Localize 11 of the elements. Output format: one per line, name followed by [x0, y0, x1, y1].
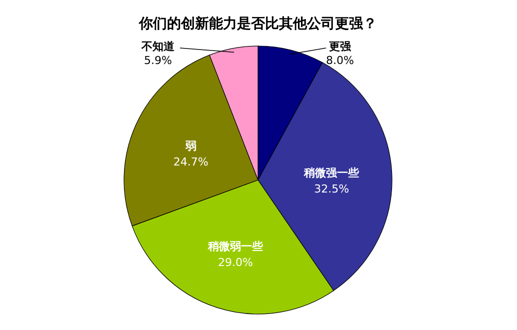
slice-label: 更强 — [329, 40, 352, 53]
data-label: 32.5% — [314, 182, 350, 196]
slice-label: 稍微强一些 — [303, 166, 360, 180]
data-label: 24.7% — [173, 156, 208, 169]
slice-label: 弱 — [184, 140, 196, 153]
data-label: 8.0% — [326, 54, 354, 67]
data-label: 29.0% — [218, 256, 253, 270]
slice-label: 不知道 — [140, 40, 176, 53]
chart-title: 你们的创新能力是否比其他公司更强？ — [138, 15, 377, 32]
data-label: 5.9% — [144, 54, 172, 67]
slice-label: 稍微弱一些 — [206, 240, 264, 254]
